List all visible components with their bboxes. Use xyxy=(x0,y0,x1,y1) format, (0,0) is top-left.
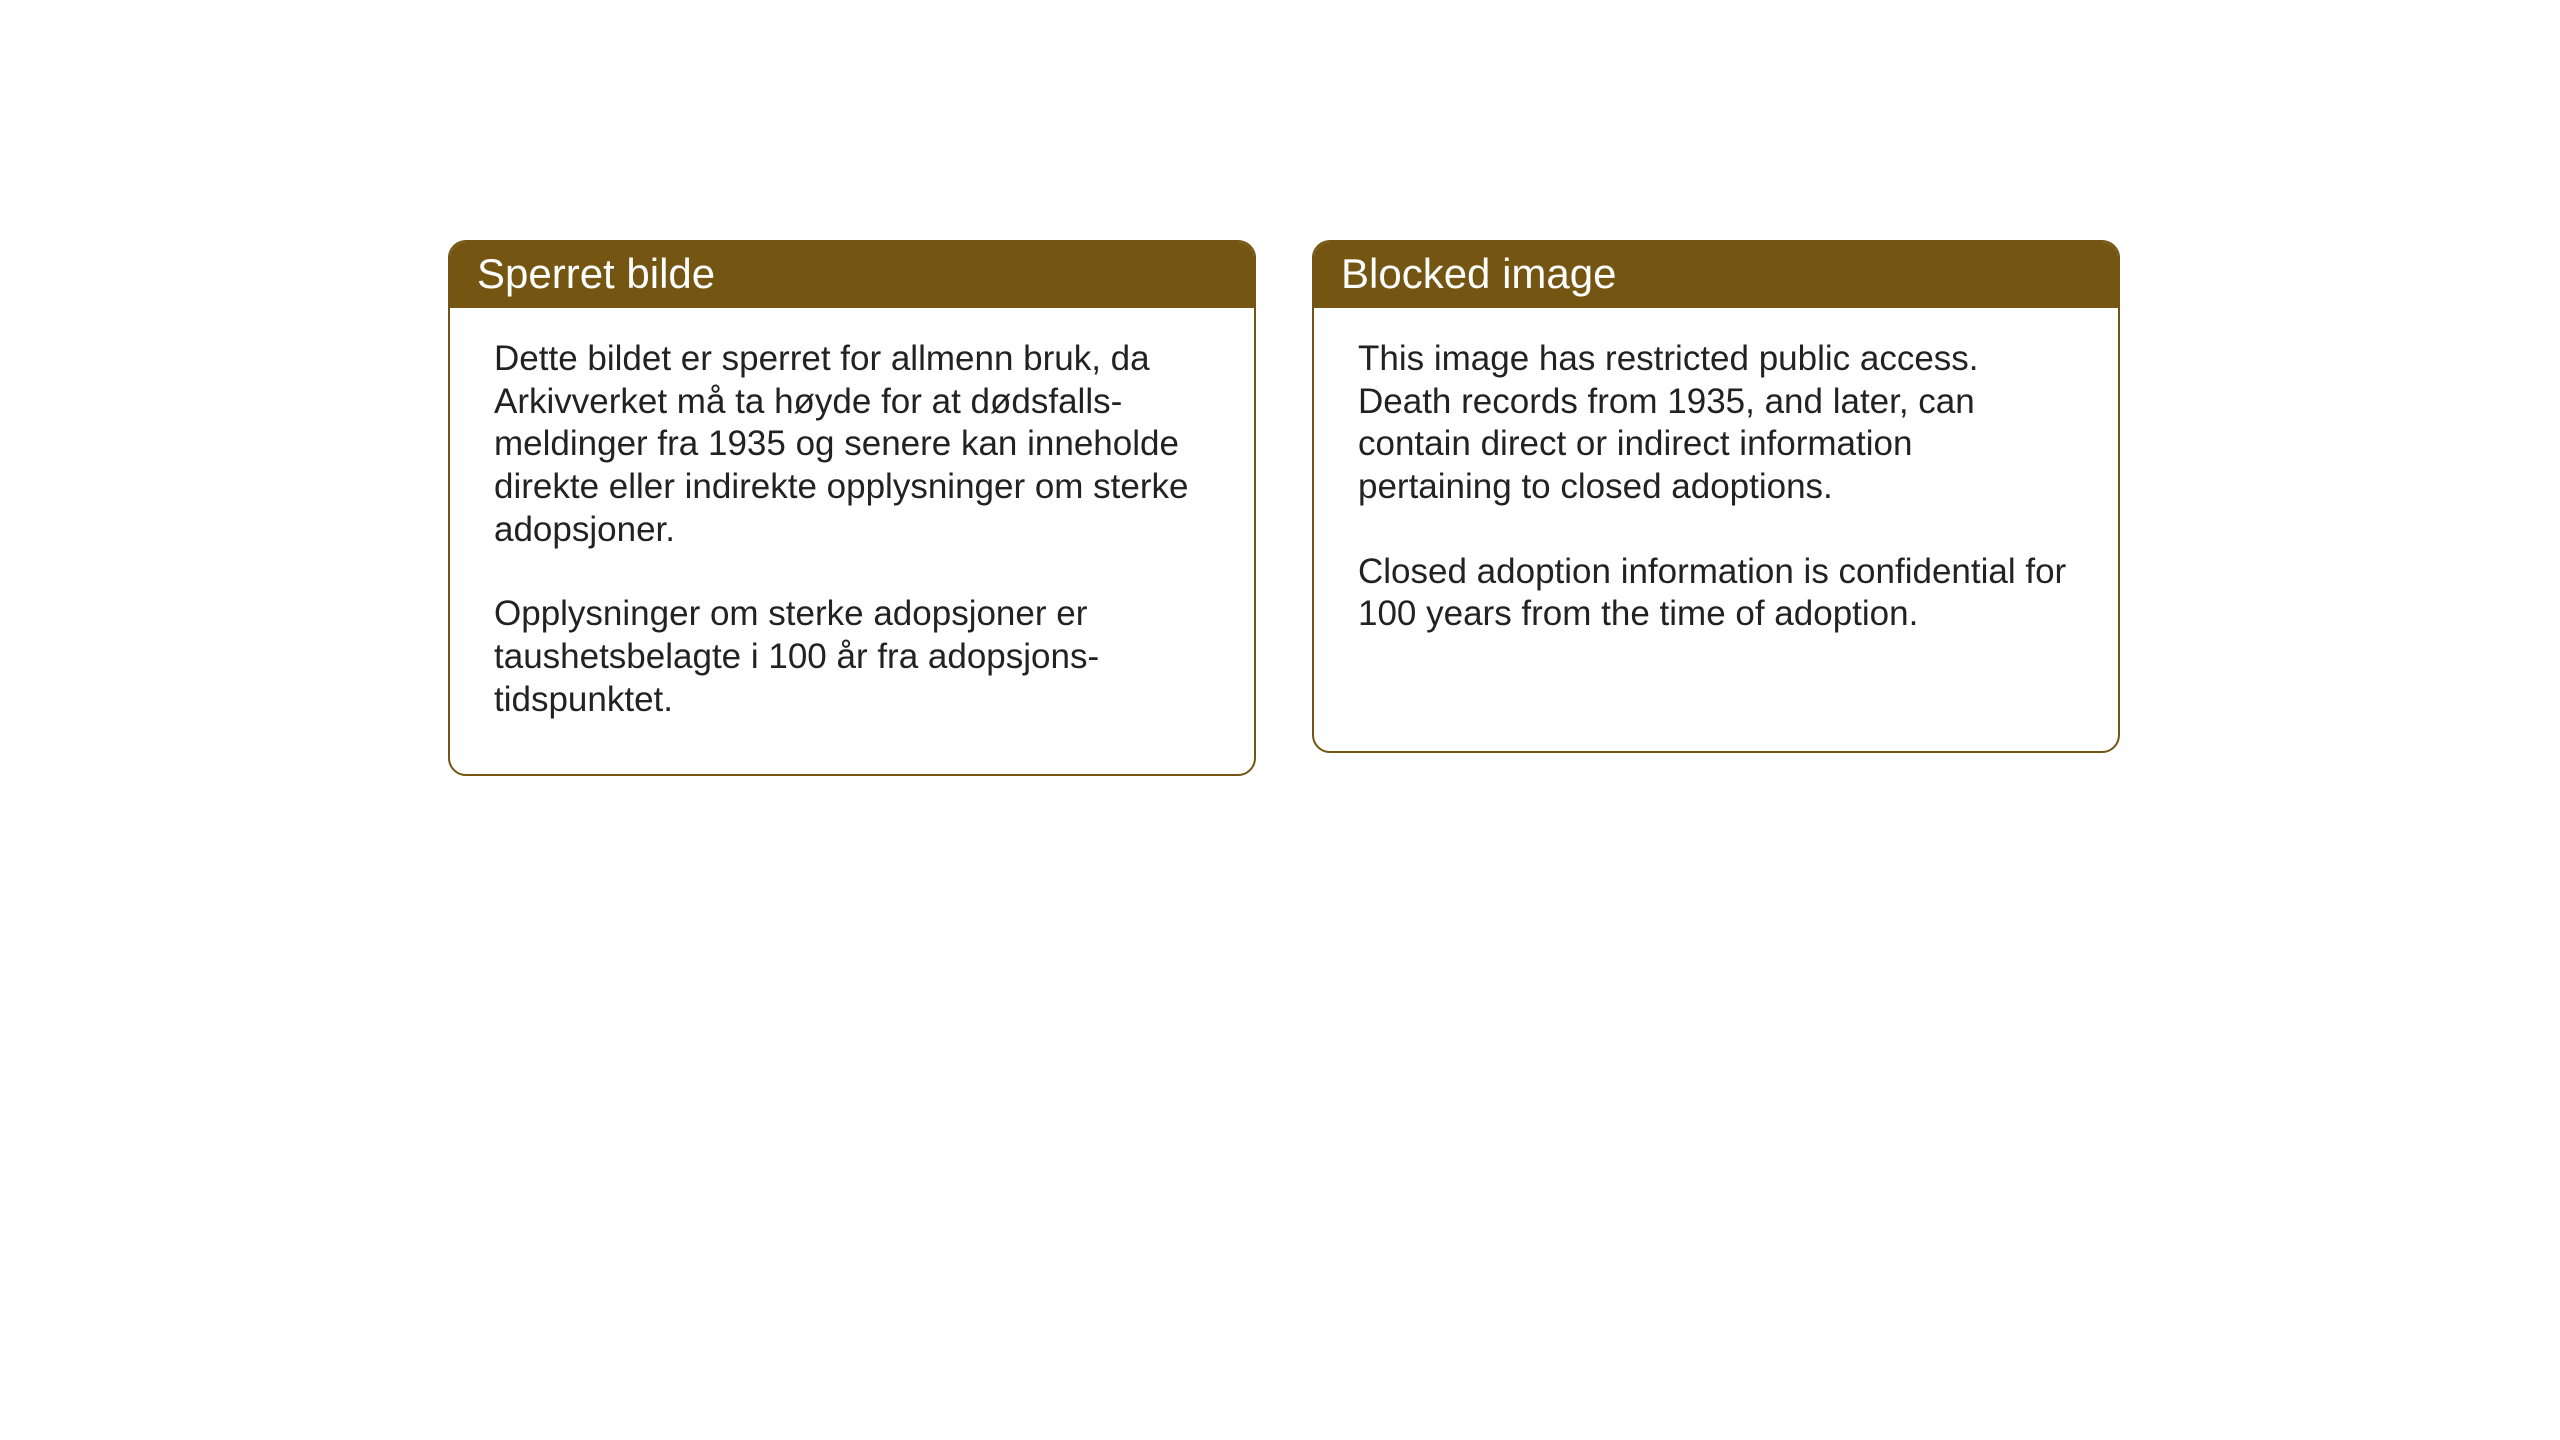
english-card-body: This image has restricted public access.… xyxy=(1314,308,2118,688)
notice-container: Sperret bilde Dette bildet er sperret fo… xyxy=(448,240,2120,776)
english-notice-card: Blocked image This image has restricted … xyxy=(1312,240,2120,753)
norwegian-notice-card: Sperret bilde Dette bildet er sperret fo… xyxy=(448,240,1256,776)
norwegian-paragraph-1: Dette bildet er sperret for allmenn bruk… xyxy=(494,338,1210,551)
english-card-title: Blocked image xyxy=(1314,242,2118,308)
english-paragraph-2: Closed adoption information is confident… xyxy=(1358,551,2074,636)
norwegian-paragraph-2: Opplysninger om sterke adopsjoner er tau… xyxy=(494,593,1210,721)
english-paragraph-1: This image has restricted public access.… xyxy=(1358,338,2074,509)
norwegian-card-title: Sperret bilde xyxy=(450,242,1254,308)
norwegian-card-body: Dette bildet er sperret for allmenn bruk… xyxy=(450,308,1254,774)
